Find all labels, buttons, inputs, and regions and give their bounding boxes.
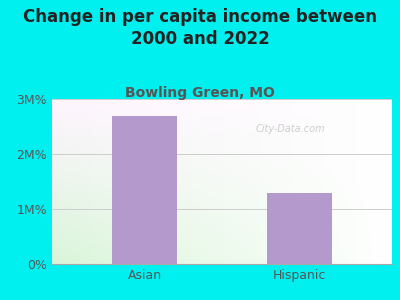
Text: City-Data.com: City-Data.com	[255, 124, 325, 134]
Bar	[267, 193, 332, 264]
Text: Change in per capita income between
2000 and 2022: Change in per capita income between 2000…	[23, 8, 377, 48]
Bar	[112, 116, 177, 264]
Text: Bowling Green, MO: Bowling Green, MO	[125, 85, 275, 100]
